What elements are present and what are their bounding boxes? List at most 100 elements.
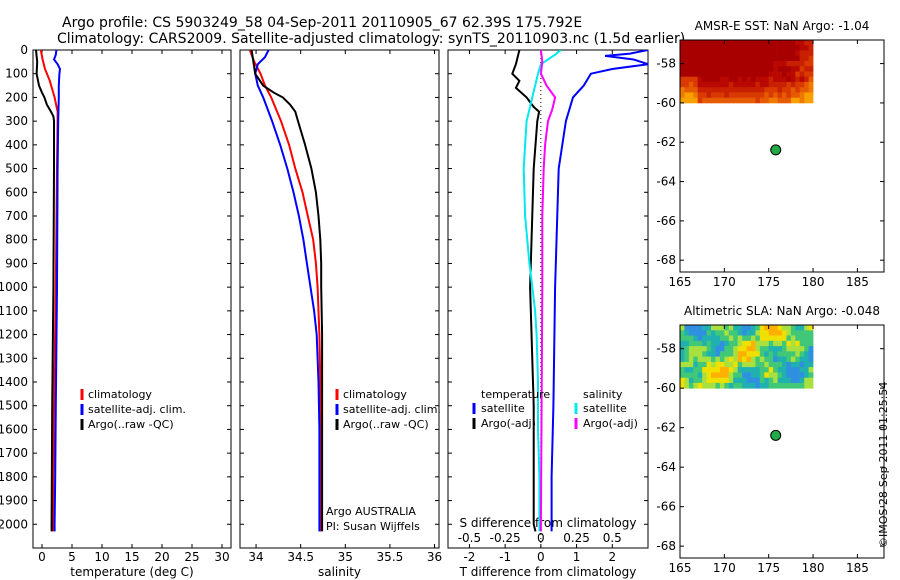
heatmap-cell [790, 71, 796, 78]
heatmap-cell [715, 87, 721, 93]
heatmap-cell [693, 81, 699, 88]
heatmap-cell [755, 346, 761, 352]
heatmap-cell [693, 351, 699, 357]
heatmap-cell [742, 92, 747, 98]
heatmap-cell [693, 92, 699, 98]
heatmap-cell [715, 81, 721, 88]
heatmap-cell [697, 356, 703, 363]
lat-tick-label: -64 [656, 175, 676, 189]
lat-tick-label: -64 [656, 460, 676, 474]
heatmap-cell [688, 382, 694, 389]
depth-tick-label: 1900 [0, 494, 28, 508]
heatmap-cell [751, 325, 756, 331]
heatmap-cell [724, 97, 730, 104]
heatmap-cell [808, 97, 814, 104]
heatmap-cell [693, 346, 699, 352]
heatmap-cell [799, 61, 805, 67]
heatmap-cell [702, 361, 707, 368]
heatmap-cell [795, 377, 801, 384]
heatmap-cell [759, 325, 765, 331]
heatmap-cell [790, 81, 796, 88]
legend-label: Argo(-adj) [481, 417, 536, 430]
heatmap-cell [693, 50, 699, 57]
heatmap-cell [697, 45, 703, 51]
heatmap-cell [697, 71, 703, 78]
x-tick-label: 15 [124, 550, 139, 564]
heatmap-cell [711, 346, 716, 352]
heatmap-cell [746, 55, 752, 62]
heatmap-cell [697, 61, 703, 67]
heatmap-cell [786, 87, 792, 93]
heatmap-cell [733, 335, 738, 342]
heatmap-cell [795, 372, 801, 379]
heatmap-cell [742, 55, 747, 62]
heatmap-cell [737, 87, 743, 93]
heatmap-cell [680, 356, 685, 363]
heatmap-field [680, 40, 814, 104]
heatmap-cell [755, 71, 761, 78]
heatmap-cell [764, 92, 770, 98]
heatmap-cell [719, 382, 725, 389]
map-frame [679, 324, 885, 559]
heatmap-cell [688, 361, 694, 368]
depth-tick-label: 700 [5, 209, 28, 223]
lat-tick-label: -68 [656, 539, 676, 553]
lon-tick-label: 165 [669, 275, 692, 289]
heatmap-cell [782, 330, 787, 336]
lat-tick-label: -58 [656, 342, 676, 356]
heatmap-cell [728, 50, 734, 57]
heatmap-cell [759, 45, 765, 51]
heatmap-cell [795, 81, 801, 88]
heatmap-cell [751, 330, 756, 336]
x-tick-label: 36 [427, 550, 442, 564]
heatmap-cell [715, 346, 721, 352]
heatmap-cell [724, 55, 730, 62]
heatmap-cell [724, 330, 730, 336]
heatmap-cell [808, 92, 814, 98]
heatmap-cell [733, 76, 738, 83]
heatmap-cell [715, 76, 721, 83]
heatmap-cell [768, 330, 774, 336]
heatmap-cell [697, 50, 703, 57]
heatmap-cell [764, 367, 770, 373]
heatmap-cell [715, 340, 721, 347]
heatmap-cell [773, 92, 778, 98]
heatmap-cell [764, 40, 770, 46]
heatmap-cell [795, 40, 801, 46]
heatmap-cell [688, 372, 694, 379]
heatmap-cell [773, 50, 778, 57]
heatmap-cell [680, 87, 685, 93]
heatmap-cell [719, 40, 725, 46]
heatmap-cell [742, 330, 747, 336]
heatmap-cell [790, 372, 796, 379]
heatmap-cell [768, 61, 774, 67]
depth-tick-label: 1000 [0, 280, 28, 294]
heatmap-cell [799, 330, 805, 336]
heatmap-cell [719, 92, 725, 98]
heatmap-cell [782, 361, 787, 368]
heatmap-cell [804, 66, 809, 72]
heatmap-cell [773, 346, 778, 352]
heatmap-cell [719, 340, 725, 347]
heatmap-cell [755, 377, 761, 384]
depth-tick-label: 1100 [0, 304, 28, 318]
heatmap-cell [799, 361, 805, 368]
heatmap-cell [786, 40, 792, 46]
heatmap-cell [768, 81, 774, 88]
heatmap-cell [746, 330, 752, 336]
heatmap-cell [702, 335, 707, 342]
heatmap-cell [755, 45, 761, 51]
heatmap-cell [764, 335, 770, 342]
title-line-1: Argo profile: CS 5903249_58 04-Sep-2011 … [62, 15, 582, 31]
heatmap-cell [680, 66, 685, 72]
heatmap-cell [773, 71, 778, 78]
legend-label: Argo(..raw -QC) [343, 418, 429, 431]
heatmap-cell [773, 66, 778, 72]
heatmap-cell [804, 382, 809, 389]
heatmap-cell [786, 330, 792, 336]
heatmap-cell [684, 351, 690, 357]
profile-panel-1: 0100200300400500600700800900100011001200… [0, 43, 232, 579]
heatmap-cell [795, 55, 801, 62]
heatmap-cell [702, 325, 707, 331]
heatmap-cell [680, 40, 685, 46]
